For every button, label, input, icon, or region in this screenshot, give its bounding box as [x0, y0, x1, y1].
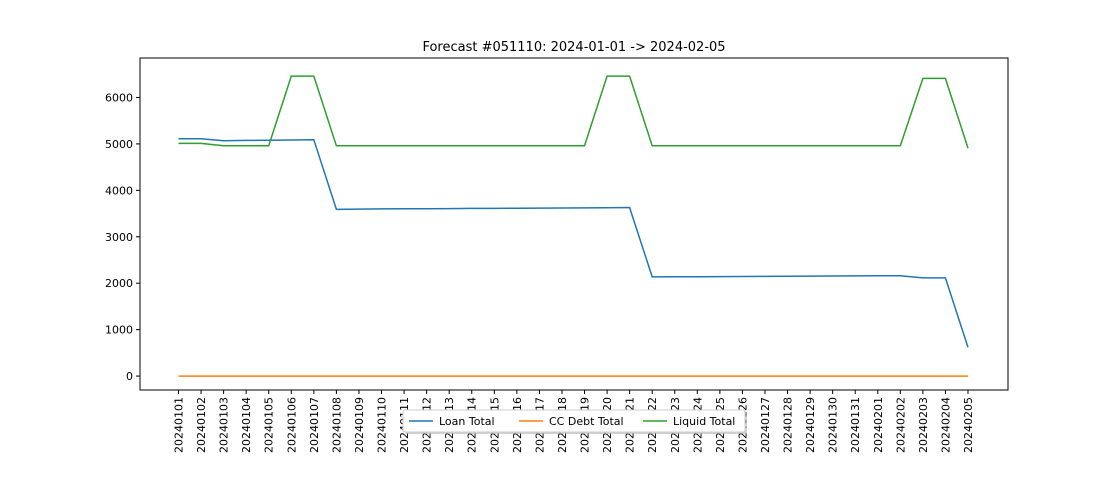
y-tick-label: 3000	[105, 231, 133, 244]
x-tick-label: 20240204	[939, 397, 952, 453]
x-tick-label: 20240129	[804, 397, 817, 453]
y-tick-label: 2000	[105, 277, 133, 290]
x-tick-label: 20240104	[240, 397, 253, 453]
x-tick-label: 20240101	[173, 397, 186, 453]
axes-frame	[139, 57, 1009, 391]
y-tick-label: 0	[126, 370, 133, 383]
x-tick-label: 20240106	[285, 397, 298, 453]
x-tick-label: 20240203	[917, 397, 930, 453]
x-tick-label: 20240108	[330, 397, 343, 453]
x-tick-label: 20240205	[962, 397, 975, 453]
x-tick-label: 20240103	[218, 397, 231, 453]
x-tick-label: 20240107	[308, 397, 321, 453]
chart-title: Forecast #051110: 2024-01-01 -> 2024-02-…	[422, 40, 725, 55]
x-tick-label: 20240128	[782, 397, 795, 453]
legend-box	[402, 409, 746, 433]
x-tick-label: 20240110	[376, 397, 389, 453]
legend-label-loan-total: Loan Total	[439, 415, 495, 428]
y-tick-label: 4000	[105, 184, 133, 197]
y-tick-label: 5000	[105, 138, 133, 151]
legend-label-liquid-total: Liquid Total	[673, 415, 735, 428]
y-tick-label: 6000	[105, 91, 133, 104]
x-tick-label: 20240127	[759, 397, 772, 453]
x-tick-label: 20240201	[872, 397, 885, 453]
series-line-liquid-total	[178, 75, 969, 149]
x-tick-label: 20240109	[353, 397, 366, 453]
x-tick-label: 20240130	[827, 397, 840, 453]
x-tick-label: 20240102	[195, 397, 208, 453]
series-line-loan-total	[178, 138, 969, 348]
legend-label-cc-debt-total: CC Debt Total	[549, 415, 624, 428]
legend: Loan Total CC Debt Total Liquid Total	[402, 409, 747, 434]
x-tick-label: 20240105	[263, 397, 276, 453]
x-tick-label: 20240202	[894, 397, 907, 453]
x-tick-label: 20240131	[849, 397, 862, 453]
y-tick-label: 1000	[105, 324, 133, 337]
